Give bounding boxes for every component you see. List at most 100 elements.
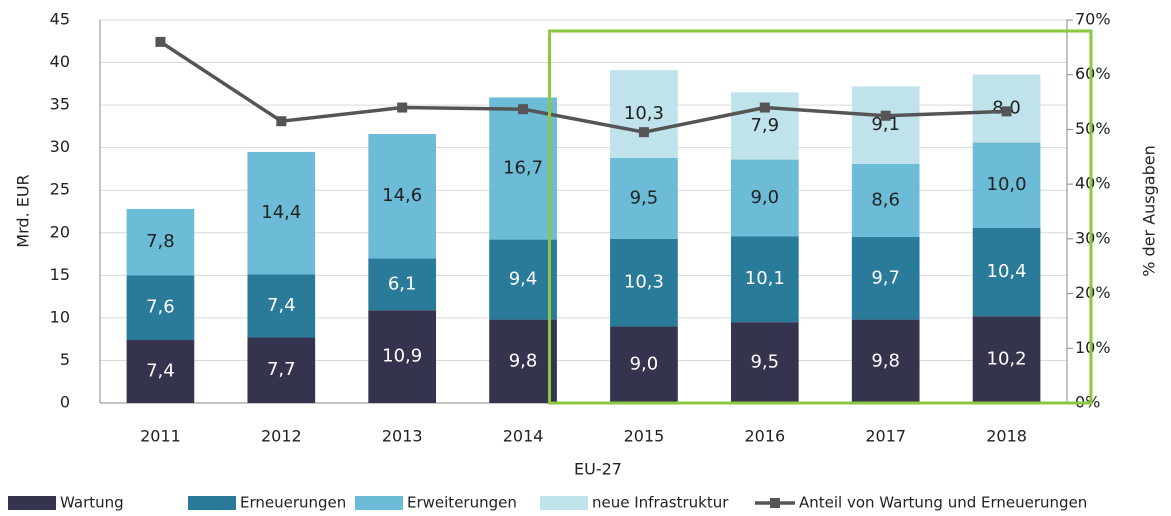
bar-segment xyxy=(489,239,557,320)
data-label: 9,0 xyxy=(630,354,659,375)
data-label: 14,4 xyxy=(261,202,301,223)
bar-segment xyxy=(610,157,678,239)
bar-segment xyxy=(972,316,1041,403)
bar-segment xyxy=(368,258,437,311)
x-tick-label: 2011 xyxy=(140,427,181,446)
data-label: 7,8 xyxy=(146,231,175,252)
data-label: 9,5 xyxy=(630,187,659,208)
data-label: 7,6 xyxy=(146,297,175,318)
bar-segment xyxy=(972,227,1041,317)
y-tick-label: 35 xyxy=(50,95,70,114)
legend-label: Wartung xyxy=(60,494,124,512)
y-axis-label: Mrd. EUR xyxy=(14,174,33,247)
x-tick-label: 2016 xyxy=(744,427,785,446)
bar-segment xyxy=(972,142,1041,228)
legend-label: Erweiterungen xyxy=(407,494,517,512)
bar-segment xyxy=(610,238,678,327)
y-tick-label: 10 xyxy=(50,307,70,326)
x-tick-label: 2015 xyxy=(624,427,665,446)
data-label: 10,9 xyxy=(382,346,422,367)
legend-swatch xyxy=(355,496,403,510)
bar-segment xyxy=(851,86,920,164)
bar-segment xyxy=(247,337,316,403)
bar-segment xyxy=(489,319,557,403)
x-tick-label: 2017 xyxy=(865,427,906,446)
line-marker xyxy=(397,102,408,113)
bar-segment xyxy=(730,236,799,323)
data-label: 10,3 xyxy=(624,272,664,293)
bar-segment xyxy=(851,163,920,238)
y2-tick-label: 30% xyxy=(1075,228,1111,247)
legend-label: neue Infrastruktur xyxy=(592,494,729,512)
data-label: 7,4 xyxy=(267,295,296,316)
data-label: 9,8 xyxy=(871,350,900,371)
x-tick-label: 2018 xyxy=(986,427,1027,446)
y2-tick-label: 10% xyxy=(1075,338,1111,357)
y2-tick-label: 60% xyxy=(1075,64,1111,83)
bar-segment xyxy=(730,322,799,403)
data-label: 10,4 xyxy=(987,261,1027,282)
x-tick-label: 2012 xyxy=(261,427,302,446)
bar-segment xyxy=(730,159,799,237)
data-label: 9,7 xyxy=(871,267,900,288)
y-tick-label: 15 xyxy=(50,265,70,284)
bar-segment xyxy=(247,151,316,275)
y-tick-label: 30 xyxy=(50,137,70,156)
legend-label: Erneuerungen xyxy=(240,494,346,512)
y-tick-label: 5 xyxy=(60,350,70,369)
x-tick-label: 2014 xyxy=(503,427,544,446)
data-label: 10,3 xyxy=(624,103,664,124)
y-tick-label: 25 xyxy=(50,180,70,199)
data-label: 7,7 xyxy=(267,359,296,380)
legend-marker xyxy=(770,498,780,508)
line-marker xyxy=(276,116,287,127)
line-marker xyxy=(1001,106,1012,117)
x-tick-label: 2013 xyxy=(382,427,423,446)
y2-tick-label: 40% xyxy=(1075,174,1111,193)
y2-tick-label: 50% xyxy=(1075,119,1111,138)
y-tick-label: 40 xyxy=(50,52,70,71)
line-marker xyxy=(759,102,770,113)
line-marker xyxy=(155,36,166,47)
bar-segment xyxy=(368,134,437,259)
y2-tick-label: 20% xyxy=(1075,283,1111,302)
data-label: 10,1 xyxy=(745,268,785,289)
y2-axis-label: % der Ausgaben xyxy=(1140,145,1159,276)
y2-tick-label: 70% xyxy=(1075,10,1111,29)
bar-segment xyxy=(851,319,920,403)
line-marker xyxy=(638,127,649,138)
bar-segment xyxy=(126,340,195,403)
data-label: 9,8 xyxy=(509,350,538,371)
data-label: 9,1 xyxy=(871,114,900,135)
line xyxy=(159,40,1007,134)
line-marker xyxy=(518,104,529,115)
data-label: 8,6 xyxy=(871,189,900,210)
x-axis-label: EU-27 xyxy=(574,460,622,479)
y-tick-label: 45 xyxy=(50,10,70,29)
data-label: 9,4 xyxy=(509,269,538,290)
data-label: 10,0 xyxy=(987,174,1027,195)
data-label: 14,6 xyxy=(382,185,422,206)
data-label: 7,9 xyxy=(750,115,779,136)
bar-segment xyxy=(851,237,920,320)
data-label: 10,2 xyxy=(987,349,1027,370)
data-label: 9,0 xyxy=(750,187,779,208)
bar-segment xyxy=(126,275,195,341)
bar-segment xyxy=(610,326,678,403)
bar-segment xyxy=(610,70,678,158)
y-tick-label: 0 xyxy=(60,393,70,412)
data-label: 7,4 xyxy=(146,361,175,382)
legend-label: Anteil von Wartung und Erneuerungen xyxy=(799,494,1087,512)
bar-segment xyxy=(247,274,316,338)
legend-swatch xyxy=(540,496,588,510)
data-label: 9,5 xyxy=(750,352,779,373)
y-tick-label: 20 xyxy=(50,222,70,241)
highlight-box xyxy=(548,29,1093,405)
bar-segment xyxy=(126,208,195,276)
legend-swatch xyxy=(8,496,56,510)
bar-segment xyxy=(368,310,437,403)
bar-segment xyxy=(489,97,557,240)
data-label: 6,1 xyxy=(388,273,417,294)
data-label: 16,7 xyxy=(503,158,543,179)
